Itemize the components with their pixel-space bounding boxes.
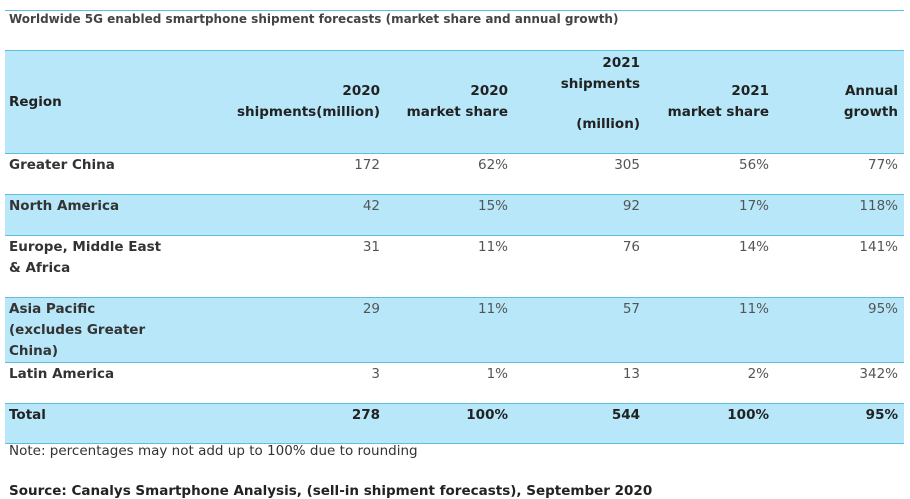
header-2021-shipments-line2: shipments	[560, 76, 640, 92]
header-2021-share: 2021 market share	[646, 51, 775, 154]
total-region: Total	[9, 407, 46, 423]
row-region: Asia Pacific (excludes Greater China)	[9, 301, 146, 359]
header-annual-growth: Annual growth	[775, 51, 904, 154]
shipment-table: Region 2020 shipments(million) 2020 mark…	[5, 50, 904, 444]
header-2021-share-line1: 2021	[731, 83, 769, 99]
row-2020-shipments: 172	[354, 157, 380, 173]
total-2021-share: 100%	[727, 407, 769, 423]
source-line: Source: Canalys Smartphone Analysis, (se…	[9, 483, 653, 499]
table-title: Worldwide 5G enabled smartphone shipment…	[9, 12, 619, 26]
row-region: Greater China	[9, 157, 115, 173]
row-2021-share: 2%	[747, 366, 769, 382]
row-2020-shipments: 3	[371, 366, 380, 382]
total-2021-shipments: 544	[611, 407, 640, 423]
row-2021-shipments: 57	[622, 301, 640, 317]
row-growth: 118%	[859, 198, 898, 214]
row-growth: 95%	[867, 301, 898, 317]
header-2021-shipments-line1: 2021	[602, 55, 640, 71]
row-2020-share: 62%	[477, 157, 508, 173]
row-2020-share: 1%	[486, 366, 508, 382]
table-row: Europe, Middle East & Africa 31 11% 76 1…	[5, 235, 904, 298]
table-row: Greater China 172 62% 305 56% 77%	[5, 153, 904, 195]
header-2020-shipments-line1: 2020	[342, 83, 380, 99]
header-2021-shipments: 2021 shipments (million)	[514, 51, 646, 154]
row-2021-share: 14%	[738, 239, 769, 255]
row-2021-share: 56%	[738, 157, 769, 173]
row-2021-shipments: 13	[622, 366, 640, 382]
row-growth: 77%	[867, 157, 898, 173]
row-growth: 141%	[859, 239, 898, 255]
row-region: Europe, Middle East & Africa	[9, 239, 162, 276]
header-row: Region 2020 shipments(million) 2020 mark…	[5, 50, 904, 154]
table-row: Latin America 3 1% 13 2% 342%	[5, 362, 904, 404]
row-2020-share: 11%	[477, 301, 508, 317]
rounding-note: Note: percentages may not add up to 100%…	[9, 443, 418, 459]
row-2021-shipments: 76	[622, 239, 640, 255]
header-2020-shipments: 2020 shipments(million)	[168, 51, 386, 154]
total-2020-shipments: 278	[351, 407, 380, 423]
header-annual-growth-line1: Annual	[844, 83, 898, 99]
total-growth: 95%	[865, 407, 898, 423]
total-2020-share: 100%	[466, 407, 508, 423]
row-growth: 342%	[859, 366, 898, 382]
row-2021-share: 11%	[738, 301, 769, 317]
row-2020-shipments: 42	[362, 198, 380, 214]
header-2020-shipments-line2: shipments(million)	[236, 104, 380, 120]
row-2021-share: 17%	[738, 198, 769, 214]
row-region: Latin America	[9, 366, 115, 382]
top-rule	[5, 10, 904, 11]
header-2021-share-line2: market share	[667, 104, 769, 120]
row-2020-share: 11%	[477, 239, 508, 255]
total-row: Total 278 100% 544 100% 95%	[5, 403, 904, 444]
header-annual-growth-line2: growth	[843, 104, 898, 120]
row-2021-shipments: 305	[614, 157, 640, 173]
row-region: North America	[9, 198, 120, 214]
header-2021-shipments-line3: (million)	[576, 116, 640, 132]
row-2020-share: 15%	[477, 198, 508, 214]
table-row: Asia Pacific (excludes Greater China) 29…	[5, 297, 904, 363]
row-2020-shipments: 29	[362, 301, 380, 317]
header-2020-share-line1: 2020	[470, 83, 508, 99]
row-2020-shipments: 31	[362, 239, 380, 255]
table-row: North America 42 15% 92 17% 118%	[5, 194, 904, 236]
header-2020-share-line2: market share	[406, 104, 508, 120]
header-2020-share: 2020 market share	[386, 51, 514, 154]
header-region: Region	[9, 93, 62, 110]
row-2021-shipments: 92	[622, 198, 640, 214]
